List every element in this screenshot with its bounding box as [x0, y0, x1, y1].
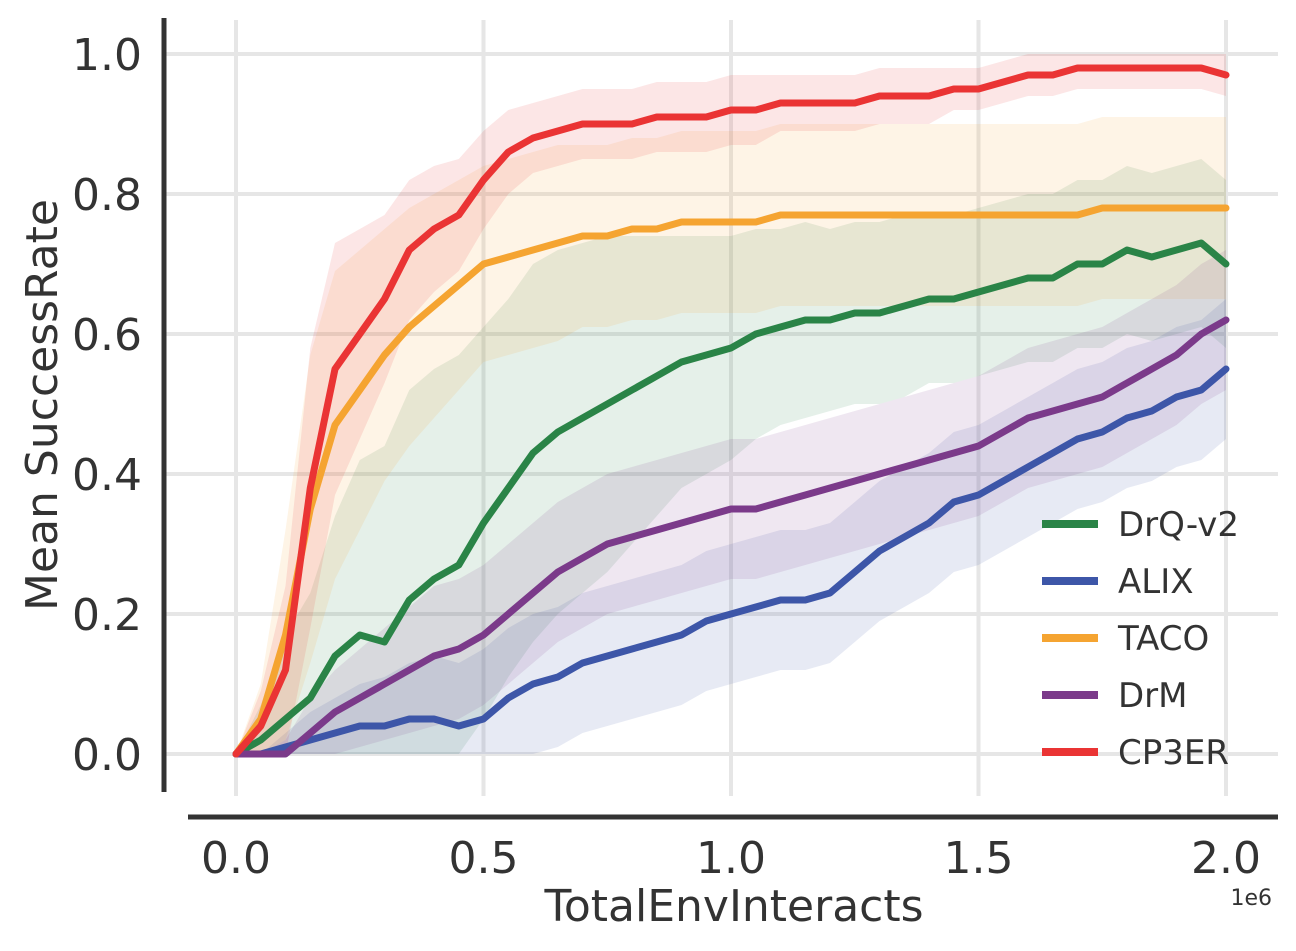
x-tick-label: 2.0 — [1191, 833, 1261, 884]
y-tick-label: 1.0 — [72, 30, 142, 81]
y-axis-title: Mean SuccessRate — [17, 199, 68, 611]
legend-label-cp3er: CP3ER — [1118, 733, 1229, 773]
x-axis-title: TotalEnvInteracts — [543, 881, 923, 932]
x-tick-label: 0.5 — [449, 833, 519, 884]
series-line-taco — [232, 204, 1230, 758]
band-cp3er — [236, 54, 1226, 754]
x-axis-offset-label: 1e6 — [1230, 886, 1272, 911]
band-drq-v2 — [236, 159, 1226, 754]
grid-lines — [165, 20, 1278, 796]
series-line-drm — [232, 316, 1230, 758]
y-tick-label: 0.2 — [72, 590, 142, 641]
x-tick-label: 0.0 — [201, 833, 271, 884]
series-line-cp3er — [232, 64, 1230, 758]
x-tick-label: 1.5 — [944, 833, 1014, 884]
band-drm — [236, 250, 1226, 754]
band-taco — [236, 117, 1226, 754]
axes — [161, 18, 1278, 820]
series-line-alix — [232, 365, 1230, 758]
y-tick-label: 0.8 — [72, 170, 142, 221]
legend-label-alix: ALIX — [1118, 562, 1194, 602]
y-tick-label: 0.0 — [72, 730, 142, 781]
series-lines — [232, 64, 1230, 758]
tick-labels: 0.0 0.5 1.0 1.5 2.0 0.0 0.2 0.4 0.6 0.8 1.0 — [72, 30, 1261, 884]
x-tick-label: 1.0 — [696, 833, 766, 884]
legend-label-taco: TACO — [1117, 619, 1209, 659]
y-tick-label: 0.6 — [72, 310, 142, 361]
legend-label-drq-v2: DrQ-v2 — [1118, 505, 1239, 545]
y-tick-label: 0.4 — [72, 450, 142, 501]
legend: DrQ-v2 ALIX TACO DrM CP3ER — [1042, 505, 1239, 773]
series-line-drq-v2 — [232, 239, 1230, 758]
legend-label-drm: DrM — [1118, 676, 1188, 716]
